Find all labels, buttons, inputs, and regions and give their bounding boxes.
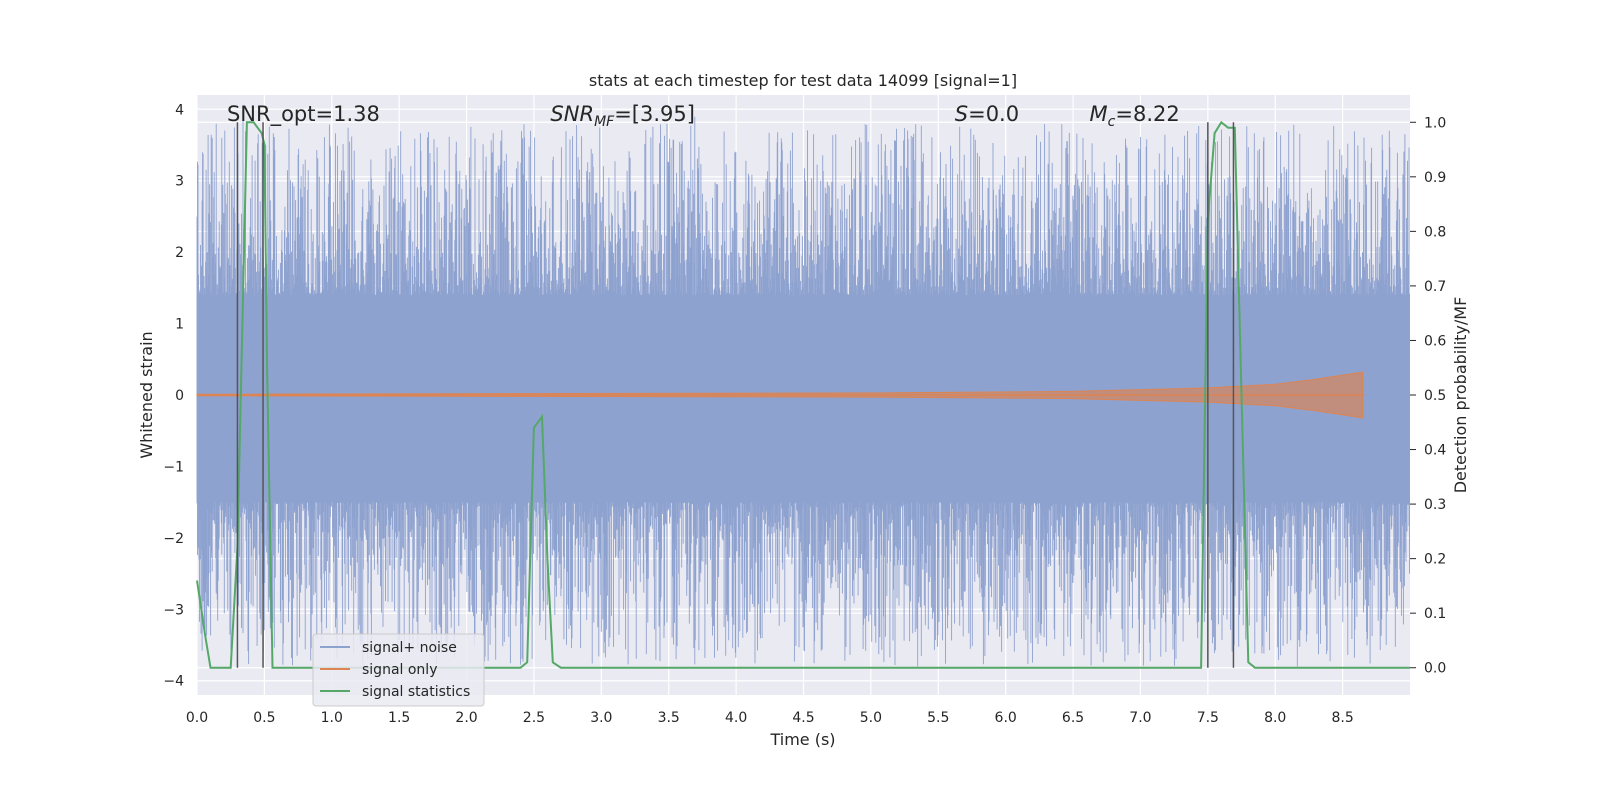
annotation-snr_mf: SNRMF=[3.95]	[550, 102, 695, 130]
legend-label-signal-noise: signal+ noise	[362, 640, 457, 656]
x-tick-label: 3.0	[590, 710, 612, 726]
right-y-tick-label: 0.3	[1424, 497, 1446, 513]
x-tick-label: 4.0	[725, 710, 747, 726]
x-tick-label: 5.5	[927, 710, 949, 726]
left-y-tick-label: 3	[175, 174, 184, 190]
annotation-snr_opt: SNR_opt=1.38	[227, 102, 380, 127]
annotation-s: S=0.0	[955, 102, 1019, 126]
right-y-tick-label: 0.5	[1424, 388, 1446, 404]
left-y-tick-label: 0	[175, 388, 184, 404]
x-tick-label: 4.5	[792, 710, 814, 726]
right-y-tick-label: 0.8	[1424, 224, 1446, 240]
right-y-tick-label: 0.1	[1424, 606, 1446, 622]
x-tick-label: 6.0	[995, 710, 1017, 726]
right-y-tick-label: 0.6	[1424, 333, 1446, 349]
x-tick-label: 7.5	[1197, 710, 1219, 726]
x-tick-label: 2.0	[455, 710, 477, 726]
left-y-tick-label: −1	[163, 459, 184, 475]
vertical-markers	[236, 122, 1235, 668]
x-axis-ticks: 0.0 0.5 1.0 1.5 2.0 2.5 3.0 3.5 4.0 4.5 5.0 5.5 6.0 6…	[186, 710, 1354, 726]
left-y-tick-label: 2	[175, 245, 184, 261]
x-axis-label: Time (s)	[769, 730, 835, 749]
x-tick-label: 5.0	[860, 710, 882, 726]
x-tick-label: 0.5	[253, 710, 275, 726]
x-tick-label: 8.0	[1264, 710, 1286, 726]
x-tick-label: 1.0	[321, 710, 343, 726]
legend-label-signal-statistics: signal statistics	[362, 684, 470, 700]
left-y-axis-label: Whitened strain	[137, 331, 156, 458]
left-y-tick-label: −3	[163, 602, 184, 618]
right-y-tick-label: 0.0	[1424, 661, 1446, 677]
x-tick-label: 8.5	[1331, 710, 1353, 726]
annotation-mc: Mc=8.22	[1090, 102, 1180, 130]
legend-box	[312, 633, 485, 707]
right-y-tick-label: 0.2	[1424, 552, 1446, 568]
x-tick-label: 2.5	[523, 710, 545, 726]
x-tick-label: 1.5	[388, 710, 410, 726]
signal-statistics-series	[196, 120, 1410, 669]
annotations: SNR_opt=1.38 SNRMF=[3.95] S=0.0 Mc=8.22	[227, 102, 1180, 130]
signal-statistics-line	[196, 120, 1410, 669]
x-tick-label: 0.0	[186, 710, 208, 726]
right-y-tick-label: 0.7	[1424, 279, 1446, 295]
x-tick-label: 3.5	[658, 710, 680, 726]
chart-title: stats at each timestep for test data 140…	[589, 71, 1017, 90]
left-y-tick-label: 1	[175, 317, 184, 333]
x-tick-label: 6.5	[1062, 710, 1084, 726]
right-y-tick-label: 1.0	[1424, 115, 1446, 131]
left-y-tick-label: 4	[175, 102, 184, 118]
left-y-tick-label: −4	[163, 674, 184, 690]
left-y-axis-ticks: 4 3 2 1 0 −1 −2 −3 −4	[163, 102, 184, 689]
right-y-tick-label: 0.9	[1424, 170, 1446, 186]
right-y-tick-label: 0.4	[1424, 443, 1446, 459]
right-y-axis-ticks: 1.0 0.9 0.8 0.7 0.6 0.5 0.4 0.3 0.2 0.1 0.0	[1410, 115, 1446, 677]
signal-only-series	[196, 371, 1365, 419]
left-y-tick-label: −2	[163, 531, 184, 547]
x-tick-label: 7.0	[1129, 710, 1151, 726]
legend-label-signal-only: signal only	[362, 662, 437, 678]
right-y-axis-label: Detection probability/MF	[1451, 297, 1470, 494]
legend: signal+ noise signal only signal statist…	[312, 633, 485, 707]
